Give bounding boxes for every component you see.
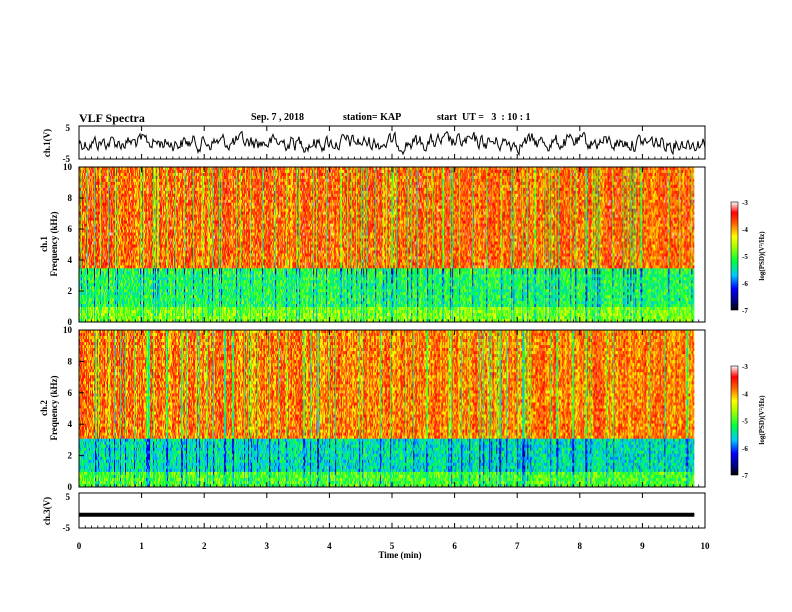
ch1-ylabel: ch.1(V) xyxy=(42,129,52,157)
ch1-spectrogram xyxy=(79,167,705,322)
ch1-ytick-top: 5 xyxy=(66,123,71,133)
